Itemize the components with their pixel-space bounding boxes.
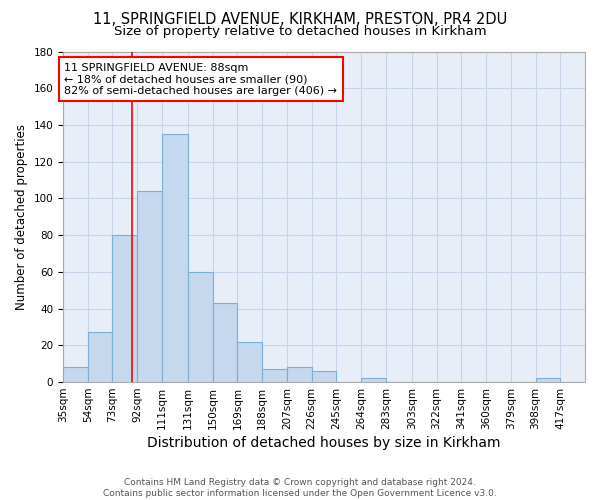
Bar bbox=[287, 368, 311, 382]
Bar bbox=[63, 368, 88, 382]
Text: Contains HM Land Registry data © Crown copyright and database right 2024.
Contai: Contains HM Land Registry data © Crown c… bbox=[103, 478, 497, 498]
Bar bbox=[137, 191, 162, 382]
Bar bbox=[262, 369, 287, 382]
Text: Size of property relative to detached houses in Kirkham: Size of property relative to detached ho… bbox=[113, 25, 487, 38]
Bar bbox=[311, 371, 337, 382]
Bar bbox=[112, 235, 137, 382]
Bar bbox=[162, 134, 188, 382]
Text: 11, SPRINGFIELD AVENUE, KIRKHAM, PRESTON, PR4 2DU: 11, SPRINGFIELD AVENUE, KIRKHAM, PRESTON… bbox=[93, 12, 507, 28]
Text: 11 SPRINGFIELD AVENUE: 88sqm
← 18% of detached houses are smaller (90)
82% of se: 11 SPRINGFIELD AVENUE: 88sqm ← 18% of de… bbox=[64, 62, 337, 96]
X-axis label: Distribution of detached houses by size in Kirkham: Distribution of detached houses by size … bbox=[147, 436, 501, 450]
Bar bbox=[88, 332, 112, 382]
Bar bbox=[361, 378, 386, 382]
Bar bbox=[188, 272, 213, 382]
Bar bbox=[238, 342, 262, 382]
Bar bbox=[536, 378, 560, 382]
Y-axis label: Number of detached properties: Number of detached properties bbox=[15, 124, 28, 310]
Bar bbox=[213, 303, 238, 382]
